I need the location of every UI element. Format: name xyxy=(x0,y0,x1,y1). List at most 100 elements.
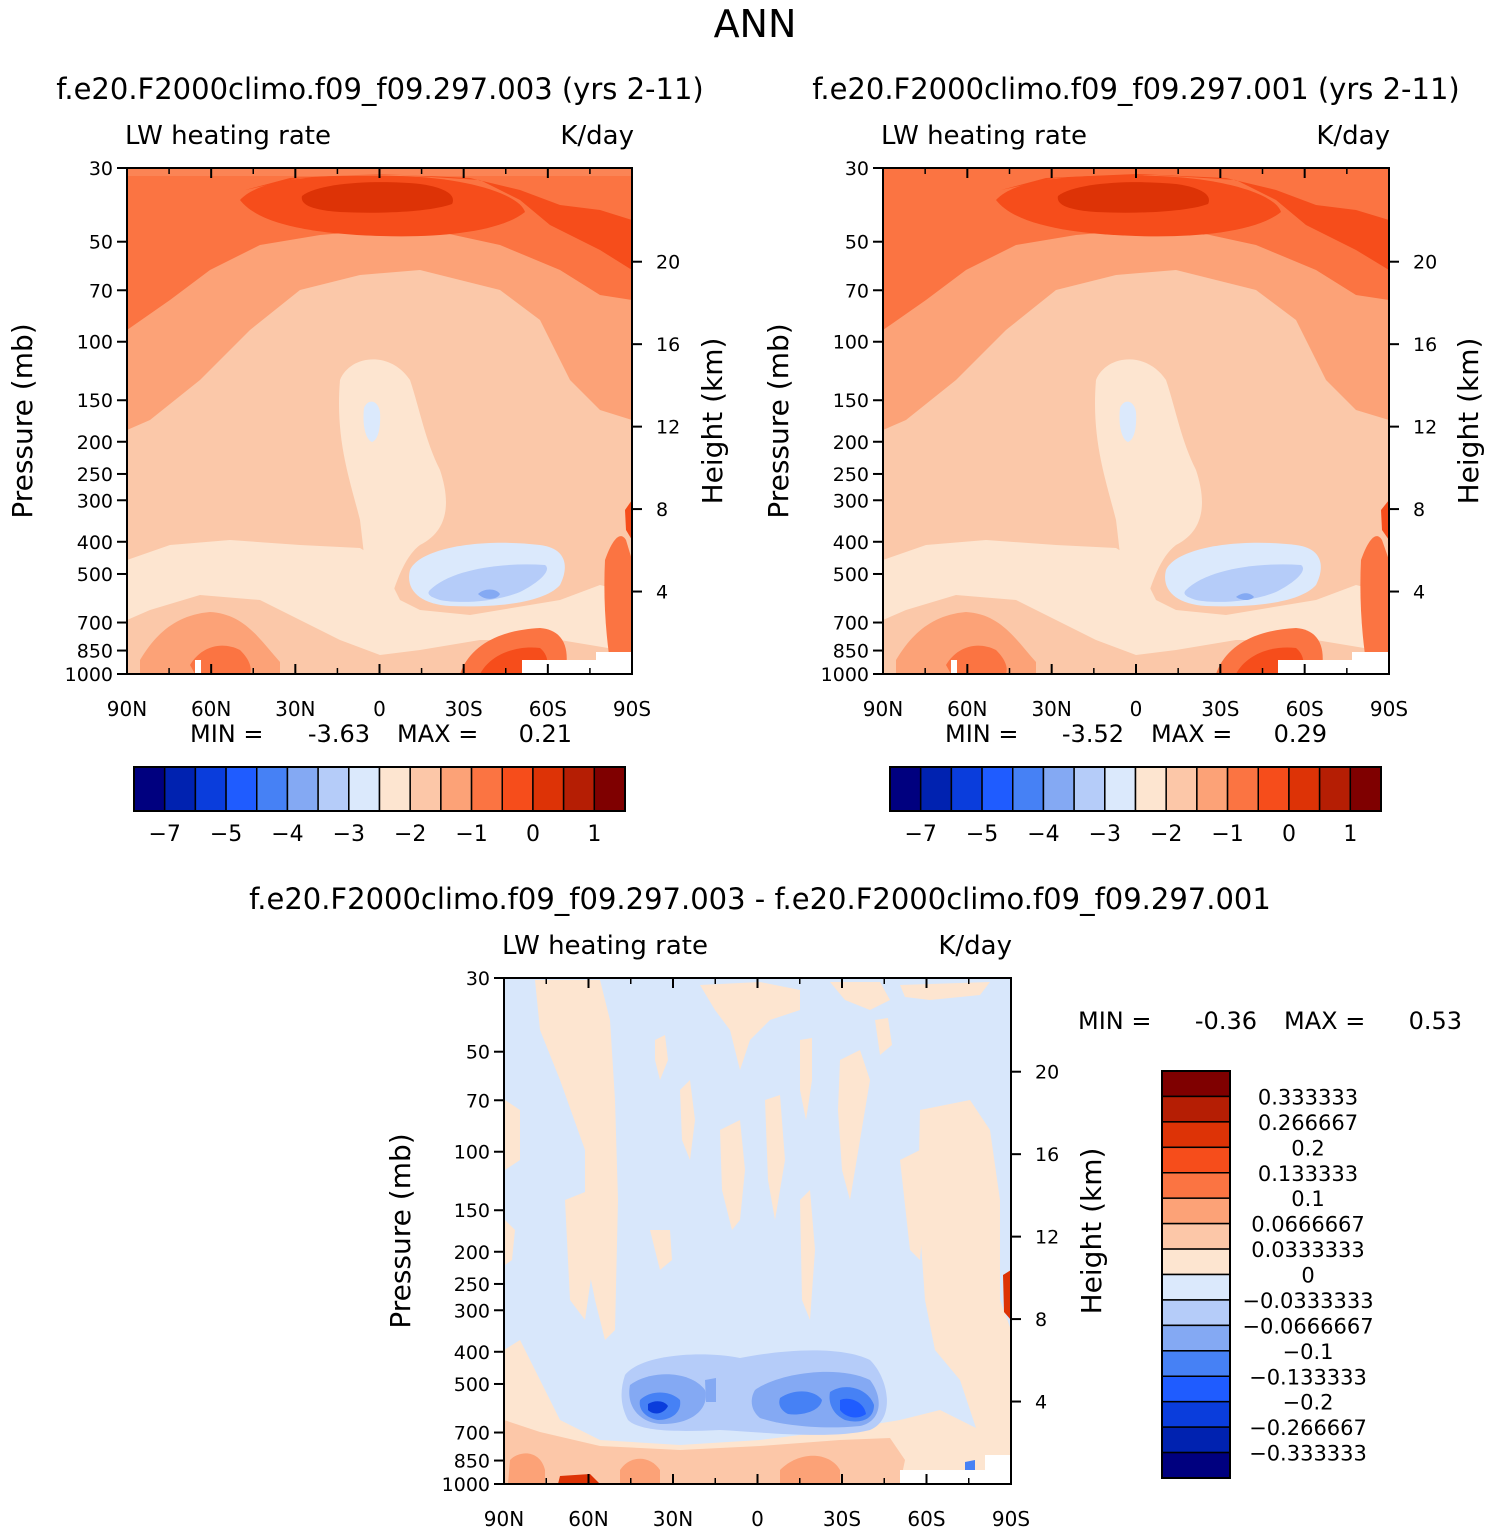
height-tick-label: 4 xyxy=(656,582,668,604)
colorbar-swatch xyxy=(1196,766,1229,812)
max-value: 0.21 xyxy=(519,720,572,748)
y-axis-label: Pressure (mb) xyxy=(384,1133,417,1328)
height-tick-label: 12 xyxy=(1035,1227,1059,1249)
colorbar-swatch xyxy=(1288,766,1321,812)
colorbar-label: −7 xyxy=(904,822,936,847)
colorbar-label: 1 xyxy=(1343,822,1357,847)
y-axis-label-right: Height (km) xyxy=(1075,1148,1108,1315)
colorbar-frame xyxy=(889,766,1382,812)
x-tick-label: 60S xyxy=(1286,697,1324,721)
height-tick-label: 20 xyxy=(1413,252,1437,274)
colorbar-swatch xyxy=(1257,766,1290,812)
colorbar-label: 0 xyxy=(526,822,540,847)
colorbar-label: 1 xyxy=(587,822,601,847)
y-tick-label: 300 xyxy=(833,490,869,512)
height-tick-label: 4 xyxy=(1035,1392,1047,1414)
y-tick-label: 50 xyxy=(845,232,869,254)
y-tick-label: 400 xyxy=(77,532,113,554)
colorbar-label: −3 xyxy=(1089,822,1121,847)
max-label: MAX = xyxy=(1284,1007,1365,1035)
units-label: K/day xyxy=(560,121,634,151)
colorbar-swatch xyxy=(1161,1095,1231,1123)
colorbar-label: −0.333333 xyxy=(1249,1442,1367,1466)
colorbar-swatch xyxy=(889,766,922,812)
height-tick-label: 8 xyxy=(1035,1309,1047,1331)
y-tick-label: 200 xyxy=(77,432,113,454)
contour-field xyxy=(883,168,1389,674)
height-tick-label: 4 xyxy=(1413,582,1425,604)
axes-ticks: 90N 60N 30N 0 30S 60S 90S 30 50 70 100 150 200 250 300… xyxy=(65,158,681,721)
x-tick-label: 60N xyxy=(568,1507,608,1531)
x-tick-label: 0 xyxy=(751,1507,764,1531)
colorbar-swatch xyxy=(1161,1172,1231,1199)
y-tick-label: 700 xyxy=(77,613,113,635)
y-tick-label: 1000 xyxy=(821,664,869,686)
x-tick-label: 90S xyxy=(992,1507,1030,1531)
colorbar-swatch xyxy=(1161,1248,1231,1276)
y-tick-label: 200 xyxy=(833,432,869,454)
colorbar-label: −5 xyxy=(210,822,242,847)
colorbar: −7 −5 −4 −3 −2 −1 0 1 xyxy=(889,766,1382,847)
height-tick-label: 16 xyxy=(656,334,680,356)
colorbar-swatch xyxy=(1161,1121,1231,1149)
colorbar-swatch xyxy=(1161,1350,1231,1377)
colorbar-swatch xyxy=(1161,1273,1231,1301)
y-axis-label: Pressure (mb) xyxy=(6,323,39,518)
colorbar-swatch xyxy=(409,766,442,812)
colorbar-label: −0.266667 xyxy=(1249,1416,1367,1440)
y-tick-label: 200 xyxy=(454,1242,490,1264)
units-label: K/day xyxy=(1316,121,1390,151)
units-label: K/day xyxy=(938,931,1012,961)
x-tick-label: 60S xyxy=(907,1507,945,1531)
colorbar-label: −7 xyxy=(148,822,180,847)
y-tick-label: 250 xyxy=(833,464,869,486)
colorbar-swatch xyxy=(1161,1375,1231,1403)
colorbar-swatch xyxy=(1161,1324,1231,1352)
colorbar-swatch xyxy=(378,766,411,812)
colorbar-label: −1 xyxy=(1211,822,1243,847)
panel-title: f.e20.F2000climo.f09_f09.297.003 - f.e20… xyxy=(249,882,1271,916)
y-tick-label: 100 xyxy=(454,1142,490,1164)
colorbar-label: 0.0666667 xyxy=(1251,1213,1365,1237)
colorbar-swatch xyxy=(1161,1197,1231,1225)
x-tick-label: 90S xyxy=(1370,697,1408,721)
height-tick-label: 16 xyxy=(1035,1144,1059,1166)
y-tick-label: 70 xyxy=(466,1090,490,1112)
page-title: ANN xyxy=(714,2,797,46)
colorbar-label: 0.0333333 xyxy=(1251,1238,1365,1262)
colorbar-label: 0.1 xyxy=(1291,1187,1324,1211)
y-tick-label: 500 xyxy=(833,564,869,586)
colorbar-swatch xyxy=(919,766,953,812)
contour-field xyxy=(127,168,632,674)
x-tick-label: 30S xyxy=(1201,697,1239,721)
y-tick-label: 70 xyxy=(845,280,869,302)
y-tick-label: 50 xyxy=(89,232,113,254)
colorbar-label: −0.2 xyxy=(1283,1391,1334,1415)
colorbar-label: −0.133333 xyxy=(1249,1365,1367,1389)
x-tick-label: 0 xyxy=(373,697,386,721)
colorbar-swatch xyxy=(286,766,319,812)
colorbar-label: −0.0333333 xyxy=(1242,1289,1373,1313)
y-tick-label: 30 xyxy=(89,158,113,180)
colorbar-swatch xyxy=(1073,766,1106,812)
colorbar-label: −0.1 xyxy=(1283,1340,1334,1364)
colorbar-swatch xyxy=(562,766,596,812)
field-label: LW heating rate xyxy=(502,931,708,961)
y-axis-label-right: Height (km) xyxy=(1452,338,1485,505)
max-value: 0.53 xyxy=(1409,1007,1462,1035)
min-value: -0.36 xyxy=(1195,1007,1257,1035)
y-tick-label: 500 xyxy=(77,564,113,586)
colorbar-swatch xyxy=(1226,766,1259,812)
colorbar-label: −2 xyxy=(394,822,426,847)
x-tick-label: 30N xyxy=(275,697,315,721)
colorbar-swatch xyxy=(1042,766,1075,812)
height-tick-label: 12 xyxy=(656,417,680,439)
height-tick-label: 12 xyxy=(1413,417,1437,439)
axes-ticks: 90N 60N 30N 0 30S 60S 90S 30 50 70 100 150 200 250 300… xyxy=(442,968,1060,1531)
field-label: LW heating rate xyxy=(125,121,331,151)
max-label: MAX = xyxy=(397,720,478,748)
y-tick-label: 250 xyxy=(454,1274,490,1296)
colorbar-label: −2 xyxy=(1150,822,1182,847)
colorbar-swatch xyxy=(1104,766,1137,812)
